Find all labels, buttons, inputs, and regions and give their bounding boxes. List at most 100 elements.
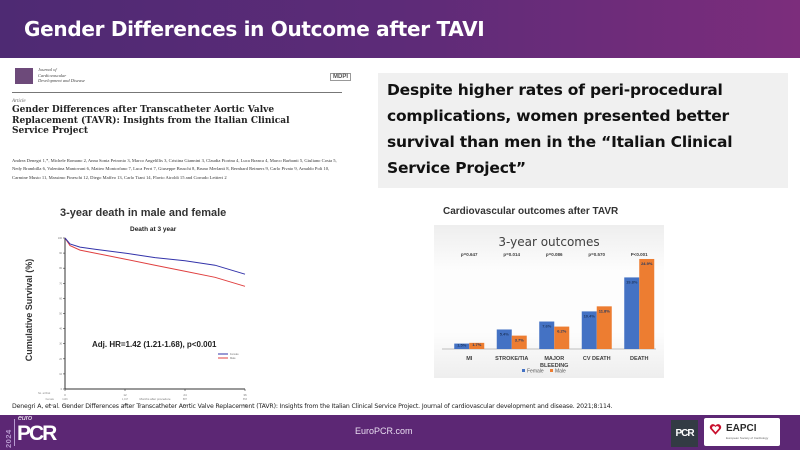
key-message-box: Despite higher rates of peri-procedural …: [378, 73, 788, 188]
legend-swatch-male: [550, 369, 553, 372]
data-label: 3.7%: [515, 338, 525, 343]
header-bar: Gender Differences in Outcome after TAVI: [0, 0, 800, 58]
bar-chart-svg: 3-year outcomes p=0.647 MI 1.5% 1.7% p=0.014 S…: [442, 235, 656, 375]
km-title: 3-year death in male and female: [60, 207, 227, 219]
data-label: 19.8%: [626, 279, 638, 284]
y-axis-label: Cumulative Survival (%): [24, 259, 34, 362]
bar-male: [596, 306, 612, 349]
publisher-logo: MDPI: [330, 73, 351, 81]
bar-male: [639, 258, 655, 349]
at-risk-value: 853: [183, 404, 188, 407]
y-tick-label: 70: [59, 282, 62, 285]
data-label: 7.6%: [542, 324, 552, 329]
paper-excerpt: Journal of Cardiovascular Development an…: [12, 64, 367, 204]
at-risk-label: No. at Risk: [38, 392, 51, 395]
y-tick-label: 30: [59, 343, 62, 346]
data-label: 5.4%: [500, 331, 510, 336]
data-label: 6.2%: [557, 329, 567, 334]
at-risk-value: 887: [183, 398, 188, 401]
p-value-label: p=0.570: [588, 252, 605, 257]
y-tick-label: 10: [59, 373, 62, 376]
brand-pcr: PCR: [17, 422, 57, 445]
x-tick-label: 0: [64, 393, 66, 397]
year-text: 2024: [4, 429, 13, 448]
km-subtitle: Death at 3 year: [130, 226, 177, 233]
data-label: 1.5%: [457, 343, 467, 348]
bar-male: [554, 326, 570, 349]
brand-euro: euro: [18, 415, 33, 422]
legend-male-label: Male: [230, 356, 236, 360]
legend-label: Male: [555, 369, 566, 375]
journal-name: Journal of Cardiovascular Development an…: [38, 67, 85, 84]
at-risk-group: Female: [46, 398, 55, 401]
paper-title: Gender Differences after Transcatheter A…: [12, 105, 290, 136]
citation: Denegri A, et al. Gender Differences aft…: [12, 403, 613, 410]
at-risk-value: 480: [243, 404, 248, 407]
p-value-label: P<0.001: [631, 252, 648, 257]
key-message: Despite higher rates of peri-procedural …: [387, 81, 733, 177]
y-tick-label: 60: [59, 297, 62, 300]
category-label: MI: [466, 356, 473, 362]
y-tick-label: 0: [61, 388, 63, 391]
bar-male: [469, 342, 485, 349]
heart-icon: [709, 424, 722, 435]
hr-annotation: Adj. HR=1.42 (1.21-1.68), p<0.001: [92, 340, 217, 349]
x-tick-label: 12: [123, 393, 127, 397]
article-type: Article: [12, 99, 26, 104]
category-label: STROKE/TIA: [495, 356, 528, 362]
bar-female: [624, 277, 640, 349]
p-value-label: p=0.086: [546, 252, 563, 257]
bar-chart-panel: 3-year outcomes p=0.647 MI 1.5% 1.7% p=0.014 S…: [434, 225, 664, 378]
divider: [12, 92, 342, 93]
y-tick-label: 80: [59, 267, 62, 270]
category-label: BLEEDING: [540, 363, 568, 369]
eapci-logo: EAPCI European Society of Cardiology: [704, 418, 780, 446]
eapci-text: EAPCI: [726, 423, 757, 434]
event-year: 2024: [4, 420, 13, 448]
bar-female: [454, 343, 470, 349]
bar-female: [539, 321, 555, 349]
y-tick-label: 90: [59, 252, 62, 255]
data-label: 1.7%: [472, 342, 482, 347]
y-tick-label: 100: [58, 237, 63, 240]
at-risk-group: Male: [49, 404, 55, 407]
x-tick-label: 24: [183, 393, 187, 397]
bar-male: [511, 335, 527, 349]
data-label: 24.9%: [641, 261, 653, 266]
category-label: CV DEATH: [583, 356, 611, 362]
bar-chart-subtitle: 3-year outcomes: [498, 235, 599, 249]
paper-authors: Andrea Denegri 1,*, Michele Romano 2, An…: [12, 158, 337, 180]
legend-swatch-female: [522, 369, 525, 372]
p-value-label: p=0.014: [503, 252, 520, 257]
category-label: DEATH: [630, 356, 649, 362]
bar-chart-title: Cardiovascular outcomes after TAVR: [443, 206, 619, 217]
eapci-subtext: European Society of Cardiology: [726, 436, 769, 440]
female-survival-curve: [64, 237, 246, 275]
bar-female: [581, 311, 597, 349]
legend-label: Female: [527, 369, 544, 375]
pcr-logo: PCR: [671, 420, 698, 447]
website-link[interactable]: EuroPCR.com: [355, 426, 413, 436]
male-survival-curve: [64, 237, 246, 287]
y-tick-label: 40: [59, 328, 62, 331]
journal-line: Journal of: [38, 67, 57, 72]
p-value-label: p=0.647: [461, 252, 478, 257]
journal-line: Development and Disease: [38, 78, 85, 83]
at-risk-value: 1146: [62, 398, 68, 401]
legend-female-label: Female: [230, 352, 239, 356]
logo-divider: [14, 419, 15, 446]
x-tick-label: 36: [243, 393, 247, 397]
y-tick-label: 20: [59, 358, 62, 361]
at-risk-value: 1073: [62, 404, 68, 407]
km-svg: 0 10 20 30 40 50 60 70 80 90 100 0 12 24 36 Cumulative …: [24, 237, 248, 407]
data-label: 11.8%: [599, 308, 611, 313]
footer-bar: [0, 415, 800, 450]
y-tick-label: 50: [59, 313, 62, 316]
data-label: 10.4%: [584, 313, 596, 318]
bar-female: [496, 329, 512, 349]
at-risk-value: 928: [123, 404, 128, 407]
journal-line: Cardiovascular: [38, 72, 67, 78]
km-plot: 3-year death in male and female Death at…: [20, 200, 290, 410]
at-risk-value: 653: [243, 398, 248, 401]
